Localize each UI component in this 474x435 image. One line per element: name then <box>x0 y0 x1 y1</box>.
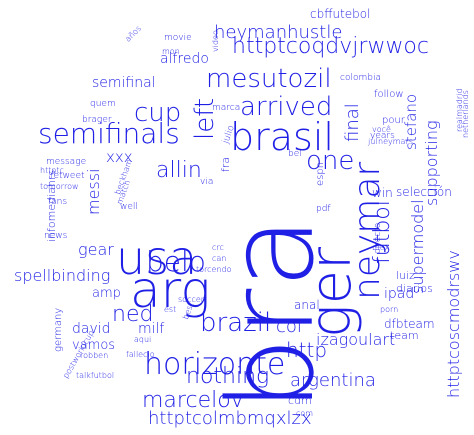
word-torcendo: torcendo <box>196 265 232 274</box>
word-realmadrid: realmadrid <box>455 88 464 132</box>
word-colombia: colombia <box>340 73 381 83</box>
word-allin: allin <box>156 158 202 183</box>
word-años: años <box>123 23 144 44</box>
word-semifinal: semifinal <box>92 75 156 91</box>
word-porn: porn <box>380 305 399 314</box>
word-message: message <box>46 157 87 167</box>
word-years: years <box>370 131 395 141</box>
word-brasil: brasil <box>230 115 334 159</box>
word-heymanhustle: heymanhustle <box>214 22 343 43</box>
word-cdm: cdm <box>288 394 312 407</box>
word-diarios: diarios <box>396 282 433 295</box>
word-httptcoscmodrswv: httptcoscmodrswv <box>444 250 463 398</box>
word-bel: bel <box>288 149 302 159</box>
word-retweet: retweet <box>50 171 85 181</box>
word-marca: marca <box>212 103 241 113</box>
word-tomorrow: tomorrow <box>40 182 79 191</box>
word-horizonte: horizonte <box>144 347 286 382</box>
word-dfbteam: dfbteam <box>384 317 435 331</box>
word-fra: fra <box>219 156 232 172</box>
word-crc: crc <box>212 243 224 252</box>
word-semifinals: semifinals <box>38 117 180 150</box>
word-xxx: xxx <box>106 148 133 166</box>
word-http: http <box>286 338 328 362</box>
word-movie: movie <box>164 33 192 43</box>
word-brazil: brazil <box>200 308 272 338</box>
word-você: você <box>372 125 391 134</box>
word-talkfutbol: talkfutbol <box>76 371 115 380</box>
word-mesutozil: mesutozil <box>206 64 332 94</box>
word-spellbinding: spellbinding <box>14 266 111 285</box>
word-selección: selección <box>396 185 452 199</box>
word-mex: mex <box>372 243 390 252</box>
word-espn: espn <box>315 161 326 186</box>
word-fallecio: fallecio <box>126 350 155 359</box>
word-messi: messi <box>84 168 103 215</box>
word-httptcoqdvjrwwoc: httptcoqdvjrwwoc <box>232 34 429 59</box>
word-one: one <box>306 146 355 176</box>
word-arrived: arrived <box>240 92 333 122</box>
word-cup: cup <box>134 98 182 128</box>
word-alfredo: alfredo <box>160 51 209 67</box>
word-fans: fans <box>48 197 68 207</box>
word-well: well <box>120 202 138 212</box>
word-win: win <box>372 186 393 200</box>
word-video: video <box>211 30 220 52</box>
word-can: can <box>212 254 227 263</box>
word-ned: ned <box>112 302 154 327</box>
word-cbffutebol: cbffutebol <box>310 7 371 21</box>
word-quem: quem <box>90 99 116 109</box>
word-pdf: pdf <box>316 204 331 214</box>
word-usa: usa <box>116 231 198 285</box>
word-gear: gear <box>78 240 114 259</box>
word-neymars: neymars <box>378 137 413 146</box>
word-team: team <box>390 329 419 342</box>
word-col: col <box>276 316 302 337</box>
word-nothing: nothing <box>186 364 270 389</box>
word-httptc: httptc <box>40 166 64 175</box>
word-soccer: soccer <box>178 295 205 304</box>
word-marcelov: marcelov <box>142 388 244 413</box>
word-robben: robben <box>80 351 109 360</box>
word-aqui: aqui <box>134 335 152 344</box>
word-jul: jul <box>368 137 378 146</box>
word-luiz: luiz <box>396 269 415 282</box>
word-argentina: argentina <box>290 370 376 391</box>
word-news: news <box>44 231 68 241</box>
word-arg: arg <box>130 261 211 319</box>
word-germany: germany <box>53 307 64 352</box>
word-david: david <box>72 321 111 337</box>
word-est: est <box>164 305 177 314</box>
word-amp: amp <box>92 286 121 301</box>
word-izagoulart: izagoulart <box>316 330 396 349</box>
word-milf: milf <box>138 321 165 337</box>
word-belo: belo <box>146 245 206 278</box>
word-via: via <box>200 177 214 187</box>
word-brager: brager <box>82 115 112 125</box>
word-final: final <box>342 103 363 142</box>
word-anal: anal <box>294 298 320 312</box>
word-follow: follow <box>374 89 404 100</box>
word-vamos: vamos <box>72 338 116 353</box>
word-com: com <box>296 409 314 418</box>
word-ipad: ipad <box>384 286 415 302</box>
word-httptcolmbmqxlzx: httptcolmbmqxlzx <box>148 408 312 429</box>
word-mon: mon <box>162 47 180 56</box>
word-pour: pour <box>382 115 405 126</box>
